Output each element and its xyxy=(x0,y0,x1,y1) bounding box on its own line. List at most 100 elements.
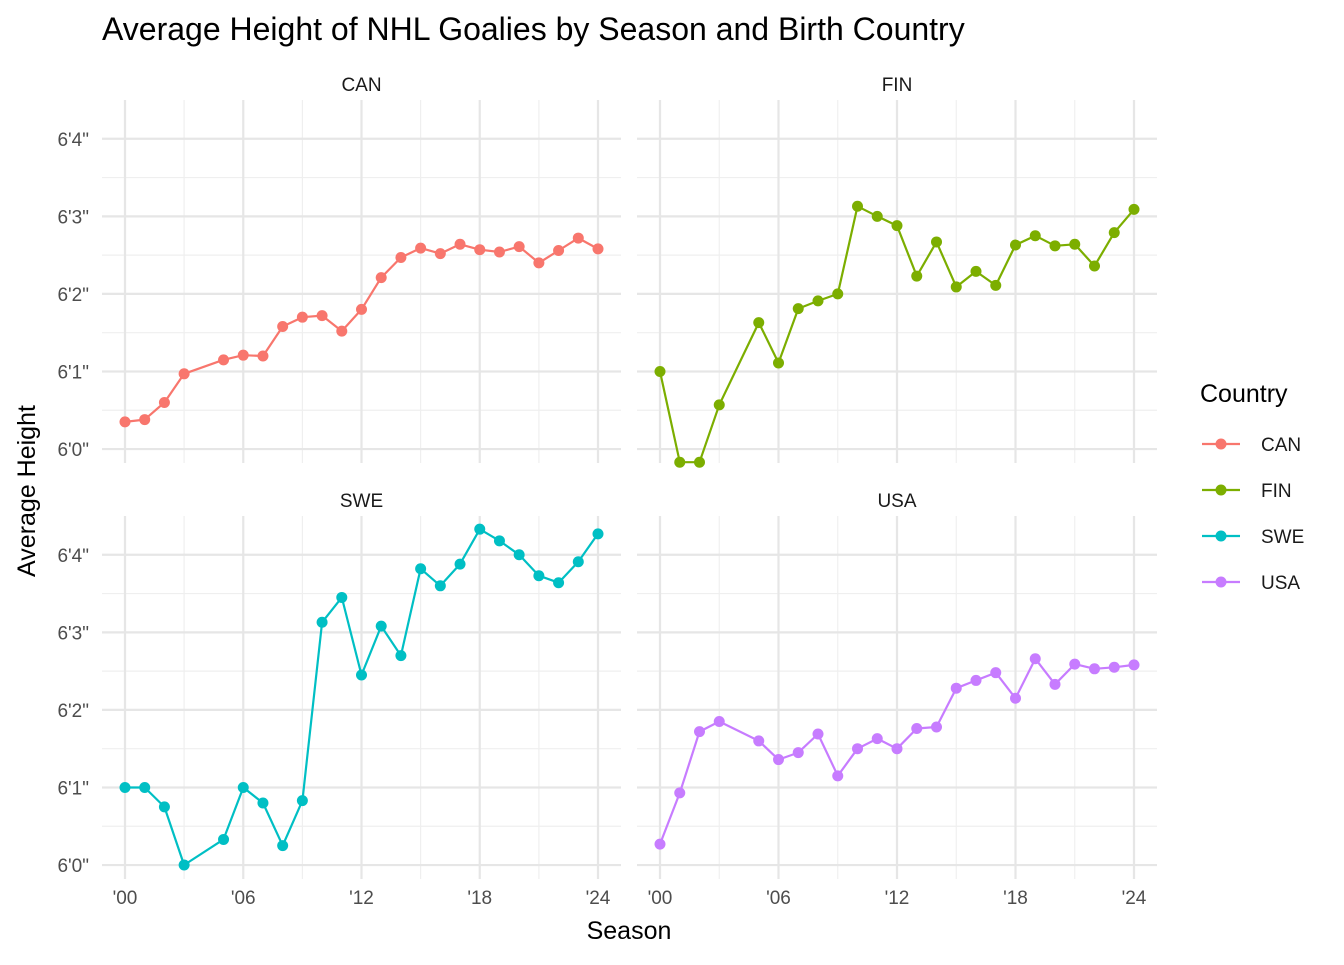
facet-label-usa: USA xyxy=(877,491,916,512)
data-point-swe xyxy=(356,669,367,681)
data-point-usa xyxy=(891,743,903,755)
x-tick-label: '00 xyxy=(113,888,138,909)
data-point-fin xyxy=(891,220,903,232)
data-point-usa xyxy=(792,747,804,759)
data-point-usa xyxy=(812,728,824,740)
data-point-can xyxy=(316,310,328,322)
x-tick-label: '24 xyxy=(586,888,611,909)
data-point-usa xyxy=(713,716,725,728)
y-tick-label: 6'0" xyxy=(57,440,89,461)
data-point-can xyxy=(493,246,505,258)
data-point-swe xyxy=(257,797,269,809)
data-point-usa xyxy=(911,723,923,735)
legend-label: CAN xyxy=(1261,435,1301,456)
data-point-can xyxy=(296,311,308,323)
data-point-swe xyxy=(218,833,230,845)
legend-key-point xyxy=(1215,576,1227,588)
data-point-can xyxy=(454,238,466,250)
data-point-swe xyxy=(553,577,565,589)
data-point-can xyxy=(119,416,131,428)
data-point-usa xyxy=(1089,663,1100,675)
y-tick-label: 6'0" xyxy=(57,856,89,877)
data-point-can xyxy=(139,414,151,426)
legend-title: Country xyxy=(1200,380,1288,408)
panel-swe: SWE 6'0" 6'1" 6'2" 6'3" 6'4" '00 '06 '12 '18 '24 xyxy=(57,491,621,909)
data-point-fin xyxy=(1069,238,1081,250)
data-point-can xyxy=(592,243,604,255)
data-point-fin xyxy=(1049,240,1061,252)
data-point-usa xyxy=(753,735,765,747)
data-point-usa xyxy=(990,667,1002,679)
panel-fin: FIN xyxy=(637,75,1157,468)
data-point-swe xyxy=(375,620,387,632)
data-point-can xyxy=(178,368,190,380)
legend-key-point xyxy=(1215,438,1227,450)
data-point-swe xyxy=(454,558,466,570)
data-point-can xyxy=(375,272,387,284)
data-point-swe xyxy=(139,781,151,793)
data-point-can xyxy=(336,325,348,337)
data-point-usa xyxy=(970,674,982,686)
data-point-usa xyxy=(852,743,863,755)
y-tick-label: 6'2" xyxy=(57,701,89,722)
data-point-can xyxy=(277,320,289,332)
legend: Country CAN FIN SWE USA xyxy=(1200,380,1304,594)
x-tick-label: '06 xyxy=(231,888,256,909)
data-point-usa xyxy=(1128,659,1140,671)
data-point-can xyxy=(218,354,230,366)
data-point-usa xyxy=(773,754,784,766)
data-point-fin xyxy=(911,270,923,282)
x-tick-label: '18 xyxy=(467,888,492,909)
data-point-usa xyxy=(1029,653,1041,665)
data-point-can xyxy=(356,303,367,315)
data-point-can xyxy=(513,241,525,253)
data-point-swe xyxy=(336,591,348,603)
data-point-usa xyxy=(832,770,844,782)
data-point-fin xyxy=(950,281,962,293)
x-tick-label: '12 xyxy=(885,888,910,909)
data-point-can xyxy=(415,242,427,254)
data-point-fin xyxy=(1089,260,1100,272)
y-tick-label: 6'1" xyxy=(57,362,89,383)
y-tick-label: 6'1" xyxy=(57,778,89,799)
x-tick-label: '18 xyxy=(1003,888,1028,909)
data-point-fin xyxy=(931,236,942,248)
data-point-fin xyxy=(812,295,824,307)
facet-panels: CAN 6'0" 6'1" 6'2" 6'3" 6'4" FIN SWE 6'0" 6'1" 6'2… xyxy=(57,75,1157,909)
x-tick-label: '12 xyxy=(349,888,374,909)
chart-title: Average Height of NHL Goalies by Season … xyxy=(102,11,965,47)
data-point-swe xyxy=(237,781,249,793)
data-point-fin xyxy=(792,303,804,315)
x-tick-label: '24 xyxy=(1122,888,1147,909)
data-point-can xyxy=(533,257,545,269)
data-point-swe xyxy=(415,563,427,575)
data-point-fin xyxy=(832,288,844,300)
legend-label: SWE xyxy=(1261,527,1304,548)
data-point-swe xyxy=(493,535,505,547)
data-point-usa xyxy=(1108,661,1120,673)
legend-key-point xyxy=(1215,530,1227,542)
data-point-can xyxy=(158,397,170,408)
data-point-usa xyxy=(694,726,705,738)
data-point-swe xyxy=(572,556,584,568)
y-axis-title: Average Height xyxy=(13,405,41,577)
panel-can: CAN 6'0" 6'1" 6'2" 6'3" 6'4" xyxy=(57,75,621,463)
facet-label-swe: SWE xyxy=(340,491,383,512)
data-point-swe xyxy=(178,859,190,871)
x-tick-label: '06 xyxy=(766,888,791,909)
data-point-fin xyxy=(970,265,982,277)
data-point-swe xyxy=(158,801,170,813)
data-point-swe xyxy=(277,840,289,852)
data-point-fin xyxy=(753,317,765,329)
legend-label: USA xyxy=(1261,573,1300,594)
data-point-can xyxy=(395,251,407,263)
data-point-can xyxy=(434,248,446,260)
y-tick-label: 6'2" xyxy=(57,285,89,306)
legend-label: FIN xyxy=(1261,481,1292,502)
x-axis-title: Season xyxy=(587,917,672,945)
data-point-can xyxy=(257,350,269,362)
x-tick-label: '00 xyxy=(648,888,673,909)
data-point-usa xyxy=(674,787,686,799)
